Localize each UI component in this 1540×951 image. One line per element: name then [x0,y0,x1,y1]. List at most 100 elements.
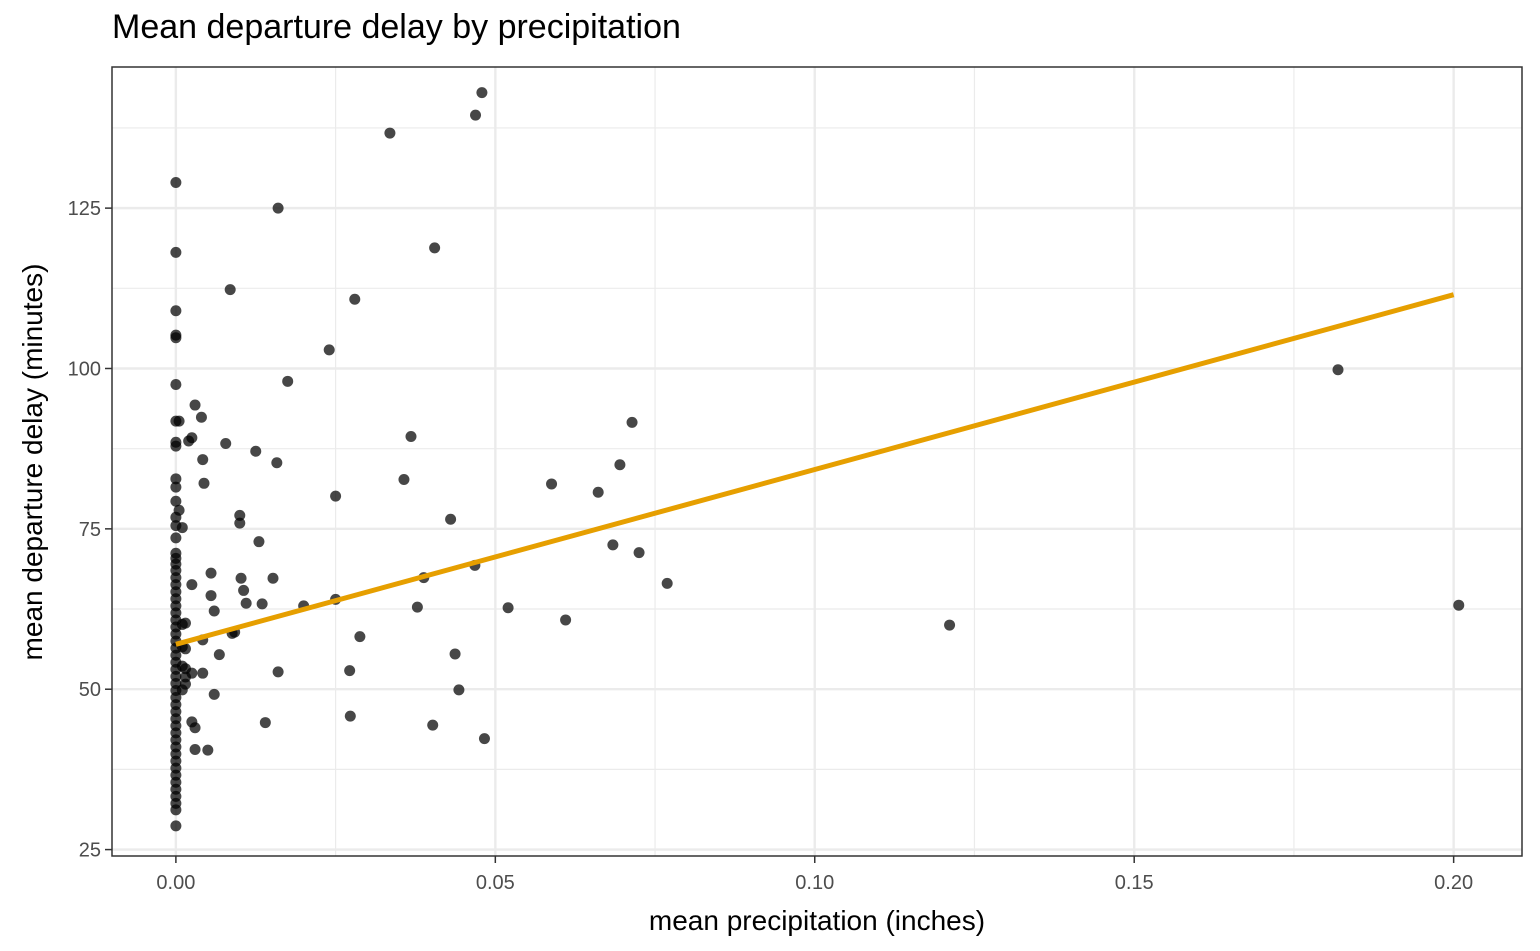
x-tick-label: 0.05 [476,872,515,894]
data-point [470,109,482,121]
trend-line [175,292,1455,647]
data-point [202,744,214,756]
data-point [502,602,514,614]
data-point [661,577,673,589]
data-point [186,432,198,444]
data-point [1332,364,1344,376]
data-point [384,127,396,139]
y-tick-label: 25 [79,840,101,862]
plot-panel-border [111,66,1523,857]
data-point [224,284,236,296]
data-point [208,605,220,617]
y-axis-title: mean departure delay (minutes) [17,264,48,661]
data-point [189,722,201,734]
data-point [354,631,366,643]
data-point [626,416,638,428]
data-point [256,598,268,610]
data-point [208,688,220,700]
data-point [253,536,265,548]
data-point [173,415,185,427]
data-point [170,305,182,317]
data-point [344,665,356,677]
y-tick-label: 100 [68,358,101,380]
data-point [238,584,250,596]
x-tick-label: 0.15 [1115,872,1154,894]
data-point [176,522,188,534]
chart-title: Mean departure delay by precipitation [112,8,681,46]
trend-line-layer [175,292,1455,647]
data-point [453,684,465,696]
data-point [173,504,185,516]
data-point [205,590,217,602]
y-tick-label: 125 [68,198,101,220]
data-point [398,473,410,485]
data-point [560,614,572,626]
data-point [411,601,423,613]
data-point [323,344,335,356]
data-point [330,490,342,502]
data-point [267,572,279,584]
data-point [170,481,182,493]
data-point [170,473,182,485]
y-axis: 25 50 75 100 125 [68,198,112,862]
x-tick-label: 0.10 [795,872,834,894]
data-point [189,744,201,756]
data-point [282,375,294,387]
data-point [349,293,361,305]
data-point [429,242,441,254]
data-point [235,572,247,584]
data-point [179,643,191,655]
data-point [1453,599,1465,611]
data-point [170,176,182,188]
data-point [179,678,191,690]
data-point [213,649,225,661]
y-tick-label: 75 [79,519,101,541]
data-point [170,820,182,832]
data-point [197,454,209,466]
data-point [170,332,182,344]
data-point [186,579,198,591]
data-point [234,509,246,521]
data-point [170,495,182,507]
data-point [607,539,619,551]
data-point [170,532,182,544]
data-point [170,440,182,452]
data-point [405,430,417,442]
data-point [344,710,356,722]
data-point [272,666,284,678]
x-axis-title: mean precipitation (inches) [649,905,985,936]
data-point [198,477,210,489]
y-tick-label: 50 [79,679,101,701]
data-point [614,459,626,471]
x-axis: 0.00 0.05 0.10 0.15 0.20 [156,856,1473,894]
data-point [449,648,461,660]
data-point [186,667,198,679]
data-point [445,513,457,525]
data-point [250,445,262,457]
data-point [240,597,252,609]
minor-gridlines [112,67,1522,856]
data-point [259,717,271,729]
data-point [170,246,182,258]
data-point [234,517,246,529]
data-point [170,379,182,391]
data-point [195,411,207,423]
data-point [271,457,283,469]
data-point [427,719,439,731]
data-point [944,619,956,631]
data-point [546,478,558,490]
data-point [272,202,284,214]
data-point [476,87,488,99]
data-point [205,567,217,579]
plot-panel [112,67,1522,856]
data-point [170,804,182,816]
x-tick-label: 0.20 [1434,872,1473,894]
data-point [592,486,604,498]
data-point [478,733,490,745]
data-point [633,547,645,559]
data-point [189,399,201,411]
data-points [170,87,1465,832]
data-point [179,617,191,629]
data-point [197,667,209,679]
